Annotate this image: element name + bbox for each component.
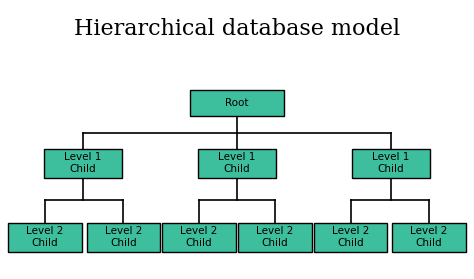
Text: Level 2
Child: Level 2 Child <box>256 226 293 248</box>
FancyBboxPatch shape <box>44 149 122 178</box>
Text: Level 1
Child: Level 1 Child <box>373 152 410 174</box>
FancyBboxPatch shape <box>190 90 284 117</box>
Text: Level 1
Child: Level 1 Child <box>219 152 255 174</box>
Text: Level 2
Child: Level 2 Child <box>181 226 218 248</box>
FancyBboxPatch shape <box>8 223 82 252</box>
FancyBboxPatch shape <box>314 223 387 252</box>
Text: Level 1
Child: Level 1 Child <box>64 152 101 174</box>
FancyBboxPatch shape <box>238 223 311 252</box>
Text: Hierarchical database model: Hierarchical database model <box>74 18 400 40</box>
FancyBboxPatch shape <box>352 149 430 178</box>
FancyBboxPatch shape <box>86 223 160 252</box>
Text: Root: Root <box>225 98 249 108</box>
FancyBboxPatch shape <box>162 223 236 252</box>
Text: Level 2
Child: Level 2 Child <box>27 226 64 248</box>
Text: Level 2
Child: Level 2 Child <box>105 226 142 248</box>
Text: Level 2
Child: Level 2 Child <box>410 226 447 248</box>
FancyBboxPatch shape <box>392 223 465 252</box>
FancyBboxPatch shape <box>198 149 276 178</box>
Text: Level 2
Child: Level 2 Child <box>332 226 369 248</box>
